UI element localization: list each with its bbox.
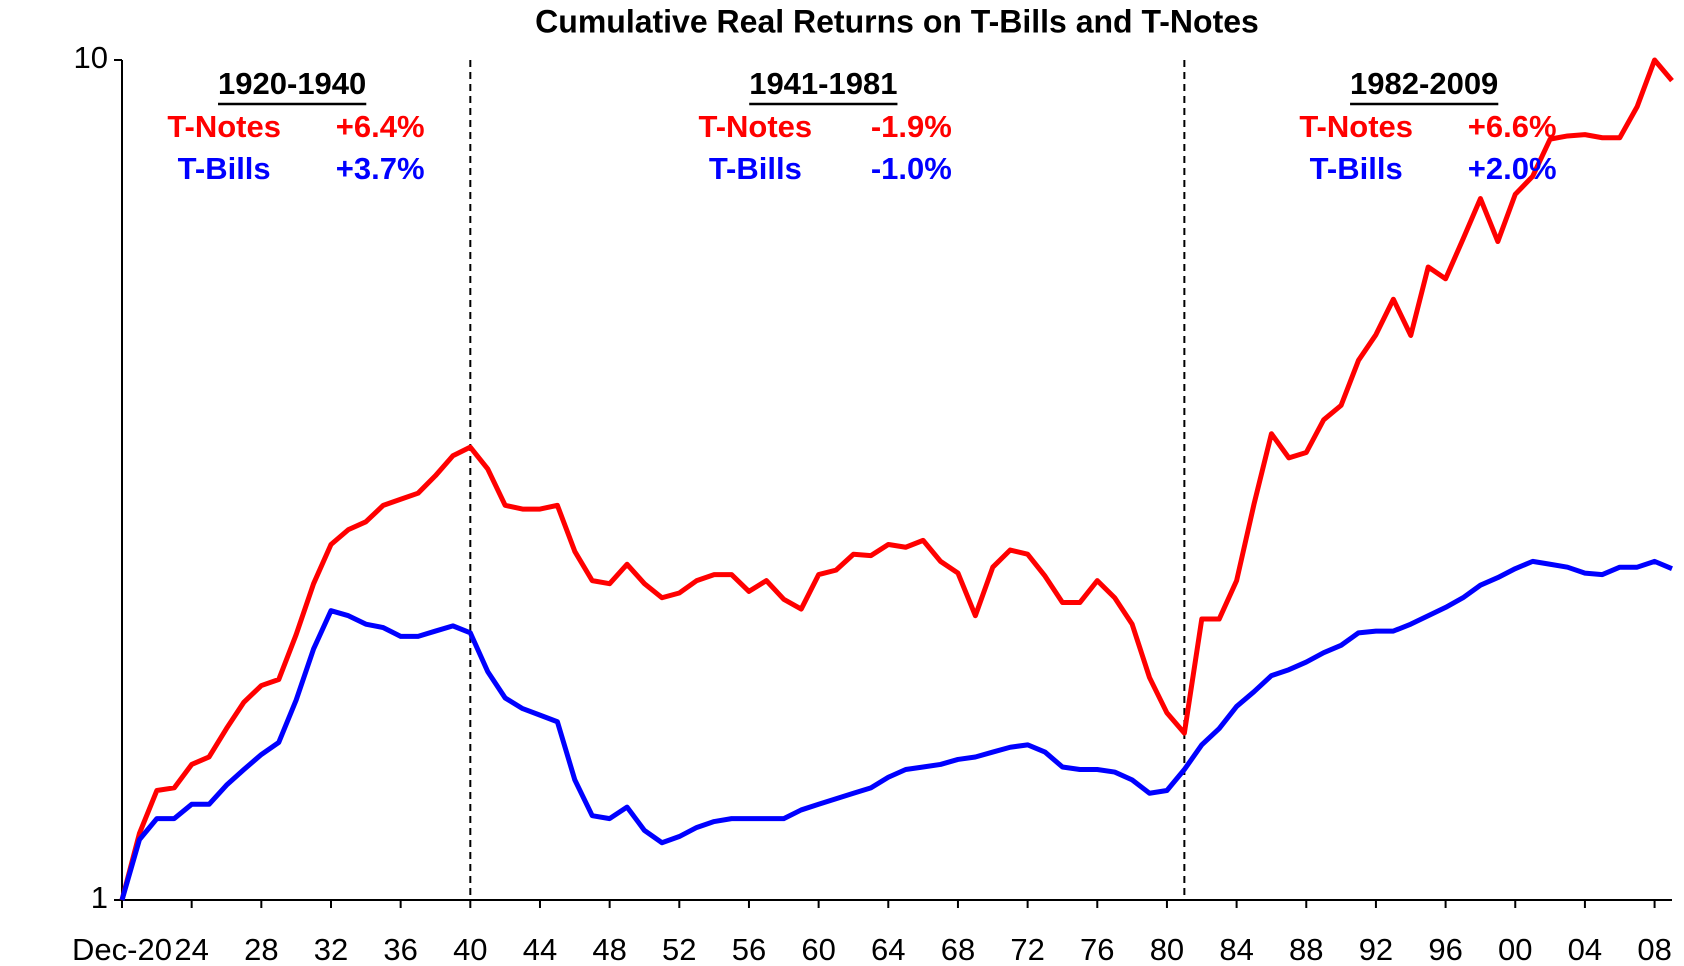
- annotation-value: +6.6%: [1468, 109, 1557, 144]
- annotation-value: +2.0%: [1468, 151, 1557, 186]
- series-line: [119, 57, 1674, 901]
- annotation-name: T-Notes: [167, 109, 281, 144]
- x-tick-label: 64: [871, 932, 905, 966]
- annotation-name: T-Bills: [1310, 151, 1403, 186]
- x-tick-label: 52: [662, 932, 696, 966]
- period-heading: 1941-1981: [749, 66, 897, 101]
- period-heading: 1982-2009: [1350, 66, 1498, 101]
- annotation-name: T-Notes: [698, 109, 812, 144]
- annotation-value: -1.9%: [871, 109, 952, 144]
- x-tick-label: 08: [1637, 932, 1671, 966]
- x-tick-label: 60: [801, 932, 835, 966]
- chart-title: Cumulative Real Returns on T-Bills and T…: [535, 3, 1259, 39]
- x-tick-label: 68: [941, 932, 975, 966]
- x-tick-label: 04: [1568, 932, 1602, 966]
- annotation-value: +3.7%: [336, 151, 425, 186]
- period-heading: 1920-1940: [218, 66, 366, 101]
- x-tick-label: 76: [1080, 932, 1114, 966]
- x-tick-label: 96: [1428, 932, 1462, 966]
- x-tick-label: 28: [244, 932, 278, 966]
- x-tick-label: 00: [1498, 932, 1532, 966]
- x-tick-label: 24: [174, 932, 208, 966]
- x-tick-label: 80: [1150, 932, 1184, 966]
- annotation-name: T-Bills: [709, 151, 802, 186]
- series-line: [119, 558, 1673, 901]
- annotation-value: -1.0%: [871, 151, 952, 186]
- x-tick-label: 72: [1010, 932, 1044, 966]
- x-tick-label: 88: [1289, 932, 1323, 966]
- x-tick-label: 32: [314, 932, 348, 966]
- x-tick-label: 92: [1359, 932, 1393, 966]
- x-tick-label: 56: [732, 932, 766, 966]
- y-tick-label: 1: [91, 880, 108, 915]
- x-tick-label: 36: [383, 932, 417, 966]
- y-tick-label: 10: [74, 40, 108, 75]
- annotation-name: T-Bills: [178, 151, 271, 186]
- annotation-value: +6.4%: [336, 109, 425, 144]
- x-tick-label: 84: [1219, 932, 1253, 966]
- x-tick-label: 48: [592, 932, 626, 966]
- x-tick-label: 40: [453, 932, 487, 966]
- x-tick-label: Dec-20: [72, 932, 172, 966]
- annotation-name: T-Notes: [1299, 109, 1413, 144]
- x-tick-label: 44: [523, 932, 557, 966]
